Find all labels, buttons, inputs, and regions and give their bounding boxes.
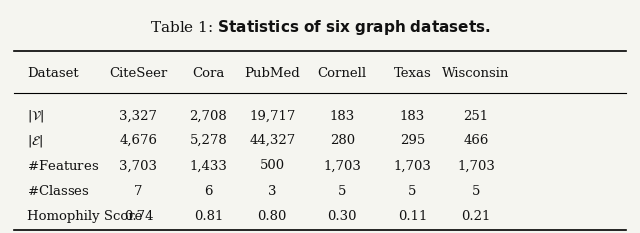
Text: 1,703: 1,703 [394, 160, 431, 172]
Text: 0.11: 0.11 [397, 210, 427, 223]
Text: Cora: Cora [192, 67, 225, 80]
Text: 466: 466 [463, 134, 489, 147]
Text: 5: 5 [472, 185, 480, 198]
Text: CiteSeer: CiteSeer [109, 67, 168, 80]
Text: 1,703: 1,703 [457, 160, 495, 172]
Text: $|\mathcal{V}|$: $|\mathcal{V}|$ [27, 109, 45, 124]
Text: 183: 183 [330, 110, 355, 123]
Text: 5: 5 [408, 185, 417, 198]
Text: 1,703: 1,703 [323, 160, 361, 172]
Text: 500: 500 [260, 160, 285, 172]
Text: 3: 3 [268, 185, 276, 198]
Text: 19,717: 19,717 [249, 110, 296, 123]
Text: 295: 295 [400, 134, 425, 147]
Text: Cornell: Cornell [317, 67, 367, 80]
Text: Homophily Score: Homophily Score [27, 210, 142, 223]
Text: 0.21: 0.21 [461, 210, 491, 223]
Text: 3,327: 3,327 [120, 110, 157, 123]
Text: 7: 7 [134, 185, 143, 198]
Text: Texas: Texas [394, 67, 431, 80]
Text: Table 1: $\bf{Statistics\ of\ six\ graph\ datasets.}$: Table 1: $\bf{Statistics\ of\ six\ graph… [150, 17, 490, 37]
Text: 2,708: 2,708 [189, 110, 227, 123]
Text: 0.30: 0.30 [328, 210, 357, 223]
Text: 0.81: 0.81 [194, 210, 223, 223]
Text: Wisconsin: Wisconsin [442, 67, 510, 80]
Text: Dataset: Dataset [27, 67, 79, 80]
Text: $\#$Features: $\#$Features [27, 159, 99, 173]
Text: 0.80: 0.80 [257, 210, 287, 223]
Text: 280: 280 [330, 134, 355, 147]
Text: 1,433: 1,433 [189, 160, 227, 172]
Text: 44,327: 44,327 [249, 134, 295, 147]
Text: 251: 251 [463, 110, 489, 123]
Text: 0.74: 0.74 [124, 210, 153, 223]
Text: PubMed: PubMed [244, 67, 300, 80]
Text: 6: 6 [204, 185, 212, 198]
Text: $\#$Classes: $\#$Classes [27, 184, 90, 198]
Text: 3,703: 3,703 [120, 160, 157, 172]
Text: 5: 5 [338, 185, 346, 198]
Text: $|\mathcal{E}|$: $|\mathcal{E}|$ [27, 133, 44, 149]
Text: 4,676: 4,676 [120, 134, 157, 147]
Text: 183: 183 [400, 110, 425, 123]
Text: 5,278: 5,278 [189, 134, 227, 147]
